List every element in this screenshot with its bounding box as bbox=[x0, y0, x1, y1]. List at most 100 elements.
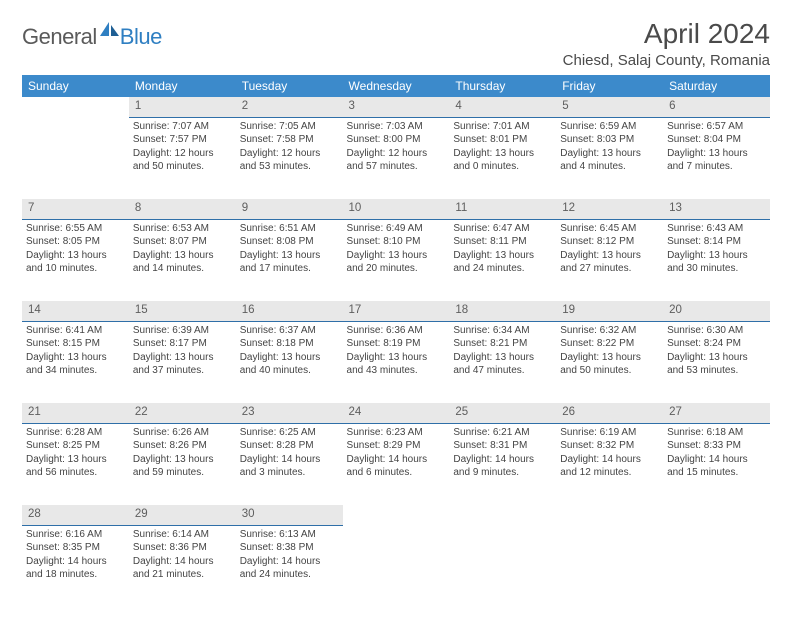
day-info-line: and 21 minutes. bbox=[133, 568, 232, 582]
weekday-header: Saturday bbox=[663, 75, 770, 97]
day-cell: Sunrise: 6:28 AMSunset: 8:25 PMDaylight:… bbox=[22, 423, 129, 505]
day-info-line: and 4 minutes. bbox=[560, 160, 659, 174]
day-info-line: Sunset: 8:25 PM bbox=[26, 439, 125, 453]
day-info-line: Sunset: 8:24 PM bbox=[667, 337, 766, 351]
calendar-body: 123456Sunrise: 7:07 AMSunset: 7:57 PMDay… bbox=[22, 97, 770, 607]
day-info-line: and 56 minutes. bbox=[26, 466, 125, 480]
day-info-line: Daylight: 13 hours bbox=[560, 351, 659, 365]
day-info-line: Sunrise: 6:34 AM bbox=[453, 324, 552, 338]
day-info-line: Sunset: 8:18 PM bbox=[240, 337, 339, 351]
day-info-line: and 14 minutes. bbox=[133, 262, 232, 276]
day-info-line: and 24 minutes. bbox=[453, 262, 552, 276]
day-info-line: and 27 minutes. bbox=[560, 262, 659, 276]
day-cell: Sunrise: 6:21 AMSunset: 8:31 PMDaylight:… bbox=[449, 423, 556, 505]
day-cell bbox=[449, 525, 556, 607]
day-cell: Sunrise: 6:57 AMSunset: 8:04 PMDaylight:… bbox=[663, 117, 770, 199]
day-info-line: Sunset: 8:07 PM bbox=[133, 235, 232, 249]
day-number-cell: 7 bbox=[22, 199, 129, 219]
day-info-line: and 30 minutes. bbox=[667, 262, 766, 276]
weekday-header: Sunday bbox=[22, 75, 129, 97]
day-info-line: Sunrise: 6:14 AM bbox=[133, 528, 232, 542]
day-number-cell bbox=[343, 505, 450, 525]
day-info-line: and 17 minutes. bbox=[240, 262, 339, 276]
day-info-line: Sunrise: 6:13 AM bbox=[240, 528, 339, 542]
location-text: Chiesd, Salaj County, Romania bbox=[563, 52, 770, 69]
day-info-line: and 10 minutes. bbox=[26, 262, 125, 276]
day-info-line: and 40 minutes. bbox=[240, 364, 339, 378]
day-number-row: 123456 bbox=[22, 97, 770, 117]
day-info-line: Sunset: 8:01 PM bbox=[453, 133, 552, 147]
day-info-line: Sunrise: 6:53 AM bbox=[133, 222, 232, 236]
day-info-line: Daylight: 13 hours bbox=[133, 453, 232, 467]
day-number-cell: 30 bbox=[236, 505, 343, 525]
day-cell: Sunrise: 6:16 AMSunset: 8:35 PMDaylight:… bbox=[22, 525, 129, 607]
day-number-cell: 6 bbox=[663, 97, 770, 117]
day-number-cell: 14 bbox=[22, 301, 129, 321]
day-info-line: Sunrise: 6:30 AM bbox=[667, 324, 766, 338]
day-info-line: Sunrise: 6:32 AM bbox=[560, 324, 659, 338]
day-info-line: Sunrise: 6:28 AM bbox=[26, 426, 125, 440]
day-info-line: Daylight: 13 hours bbox=[347, 249, 446, 263]
day-info-line: and 37 minutes. bbox=[133, 364, 232, 378]
day-info-line: Sunrise: 6:55 AM bbox=[26, 222, 125, 236]
day-content-row: Sunrise: 6:55 AMSunset: 8:05 PMDaylight:… bbox=[22, 219, 770, 301]
day-info-line: Daylight: 12 hours bbox=[240, 147, 339, 161]
day-number-cell: 9 bbox=[236, 199, 343, 219]
day-number-cell: 26 bbox=[556, 403, 663, 423]
day-number-cell: 3 bbox=[343, 97, 450, 117]
day-info-line: Daylight: 14 hours bbox=[133, 555, 232, 569]
day-cell: Sunrise: 6:49 AMSunset: 8:10 PMDaylight:… bbox=[343, 219, 450, 301]
day-info-line: Sunrise: 6:47 AM bbox=[453, 222, 552, 236]
day-cell: Sunrise: 6:34 AMSunset: 8:21 PMDaylight:… bbox=[449, 321, 556, 403]
day-cell: Sunrise: 7:03 AMSunset: 8:00 PMDaylight:… bbox=[343, 117, 450, 199]
day-info-line: Daylight: 13 hours bbox=[453, 249, 552, 263]
day-info-line: Sunset: 8:08 PM bbox=[240, 235, 339, 249]
day-info-line: Sunset: 8:10 PM bbox=[347, 235, 446, 249]
day-info-line: Sunrise: 6:51 AM bbox=[240, 222, 339, 236]
day-info-line: Daylight: 13 hours bbox=[240, 249, 339, 263]
day-info-line: Daylight: 14 hours bbox=[240, 555, 339, 569]
day-number-cell: 28 bbox=[22, 505, 129, 525]
day-info-line: Daylight: 14 hours bbox=[560, 453, 659, 467]
day-number-cell bbox=[449, 505, 556, 525]
day-info-line: Sunrise: 6:16 AM bbox=[26, 528, 125, 542]
day-cell bbox=[343, 525, 450, 607]
day-info-line: Sunrise: 6:37 AM bbox=[240, 324, 339, 338]
day-info-line: Sunset: 8:17 PM bbox=[133, 337, 232, 351]
day-number-cell: 4 bbox=[449, 97, 556, 117]
day-cell: Sunrise: 6:47 AMSunset: 8:11 PMDaylight:… bbox=[449, 219, 556, 301]
day-number-cell bbox=[556, 505, 663, 525]
day-info-line: Daylight: 14 hours bbox=[26, 555, 125, 569]
day-info-line: Daylight: 13 hours bbox=[347, 351, 446, 365]
day-info-line: Sunset: 8:31 PM bbox=[453, 439, 552, 453]
day-cell: Sunrise: 6:45 AMSunset: 8:12 PMDaylight:… bbox=[556, 219, 663, 301]
day-cell: Sunrise: 6:18 AMSunset: 8:33 PMDaylight:… bbox=[663, 423, 770, 505]
day-info-line: Sunrise: 7:05 AM bbox=[240, 120, 339, 134]
day-info-line: Sunrise: 6:49 AM bbox=[347, 222, 446, 236]
day-cell bbox=[663, 525, 770, 607]
day-info-line: Sunset: 8:04 PM bbox=[667, 133, 766, 147]
day-cell: Sunrise: 6:32 AMSunset: 8:22 PMDaylight:… bbox=[556, 321, 663, 403]
day-info-line: and 43 minutes. bbox=[347, 364, 446, 378]
day-info-line: Sunrise: 6:39 AM bbox=[133, 324, 232, 338]
day-cell: Sunrise: 6:14 AMSunset: 8:36 PMDaylight:… bbox=[129, 525, 236, 607]
day-info-line: Sunset: 8:38 PM bbox=[240, 541, 339, 555]
day-cell: Sunrise: 6:59 AMSunset: 8:03 PMDaylight:… bbox=[556, 117, 663, 199]
day-info-line: Daylight: 14 hours bbox=[453, 453, 552, 467]
day-info-line: Sunset: 8:00 PM bbox=[347, 133, 446, 147]
day-info-line: and 53 minutes. bbox=[667, 364, 766, 378]
day-number-cell: 15 bbox=[129, 301, 236, 321]
day-number-row: 21222324252627 bbox=[22, 403, 770, 423]
day-number-cell bbox=[663, 505, 770, 525]
day-cell: Sunrise: 7:05 AMSunset: 7:58 PMDaylight:… bbox=[236, 117, 343, 199]
day-info-line: Daylight: 13 hours bbox=[26, 249, 125, 263]
calendar-page: General Blue April 2024 Chiesd, Salaj Co… bbox=[0, 0, 792, 625]
day-number-cell: 2 bbox=[236, 97, 343, 117]
day-cell: Sunrise: 6:41 AMSunset: 8:15 PMDaylight:… bbox=[22, 321, 129, 403]
day-number-cell: 12 bbox=[556, 199, 663, 219]
weekday-header-row: Sunday Monday Tuesday Wednesday Thursday… bbox=[22, 75, 770, 97]
day-number-cell: 27 bbox=[663, 403, 770, 423]
day-info-line: Daylight: 13 hours bbox=[667, 351, 766, 365]
day-info-line: and 0 minutes. bbox=[453, 160, 552, 174]
day-info-line: Daylight: 13 hours bbox=[453, 351, 552, 365]
